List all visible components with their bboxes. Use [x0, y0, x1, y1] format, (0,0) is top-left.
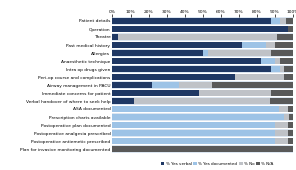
- Bar: [275, 138, 288, 144]
- Bar: [112, 49, 293, 57]
- Bar: [266, 42, 275, 48]
- Bar: [280, 58, 293, 64]
- Bar: [112, 18, 271, 24]
- Bar: [275, 42, 293, 48]
- Bar: [112, 50, 203, 56]
- Bar: [112, 33, 293, 41]
- Bar: [112, 105, 293, 113]
- Bar: [112, 17, 293, 25]
- Bar: [284, 74, 293, 80]
- Bar: [289, 114, 293, 120]
- Bar: [112, 98, 134, 104]
- Bar: [112, 145, 293, 153]
- Bar: [112, 129, 293, 137]
- Bar: [288, 106, 293, 112]
- Bar: [112, 65, 293, 73]
- Bar: [179, 82, 212, 88]
- Bar: [288, 26, 293, 32]
- Bar: [260, 58, 275, 64]
- Bar: [112, 74, 235, 80]
- Bar: [284, 114, 289, 120]
- Bar: [271, 66, 280, 72]
- Bar: [277, 34, 293, 40]
- Bar: [112, 58, 260, 64]
- Bar: [112, 97, 293, 105]
- Bar: [280, 66, 284, 72]
- Bar: [271, 18, 280, 24]
- Bar: [271, 50, 293, 56]
- Bar: [112, 122, 275, 128]
- Bar: [208, 50, 271, 56]
- Bar: [152, 82, 179, 88]
- Bar: [112, 81, 293, 89]
- Legend: % Yes verbal, % Yes documented, % No, % N/A: % Yes verbal, % Yes documented, % No, % …: [159, 160, 275, 168]
- Bar: [112, 82, 152, 88]
- Bar: [275, 130, 288, 136]
- Bar: [112, 113, 293, 121]
- Bar: [288, 122, 293, 128]
- Bar: [284, 66, 293, 72]
- Bar: [203, 50, 208, 56]
- Bar: [112, 121, 293, 129]
- Bar: [112, 137, 293, 145]
- Bar: [280, 18, 286, 24]
- Bar: [286, 18, 293, 24]
- Bar: [270, 98, 293, 104]
- Bar: [112, 26, 288, 32]
- Bar: [112, 106, 279, 112]
- Bar: [235, 74, 284, 80]
- Bar: [271, 90, 293, 96]
- Bar: [112, 90, 199, 96]
- Bar: [112, 89, 293, 97]
- Bar: [112, 146, 293, 152]
- Bar: [118, 34, 277, 40]
- Bar: [242, 42, 266, 48]
- Bar: [112, 34, 118, 40]
- Bar: [275, 122, 288, 128]
- Bar: [112, 130, 275, 136]
- Bar: [199, 90, 271, 96]
- Bar: [212, 82, 293, 88]
- Bar: [112, 66, 271, 72]
- Bar: [275, 58, 280, 64]
- Bar: [134, 98, 270, 104]
- Bar: [288, 130, 293, 136]
- Bar: [112, 138, 275, 144]
- Bar: [112, 57, 293, 65]
- Bar: [112, 41, 293, 49]
- Bar: [112, 25, 293, 33]
- Bar: [112, 42, 242, 48]
- Bar: [112, 114, 284, 120]
- Bar: [112, 73, 293, 81]
- Bar: [279, 106, 288, 112]
- Bar: [288, 138, 293, 144]
